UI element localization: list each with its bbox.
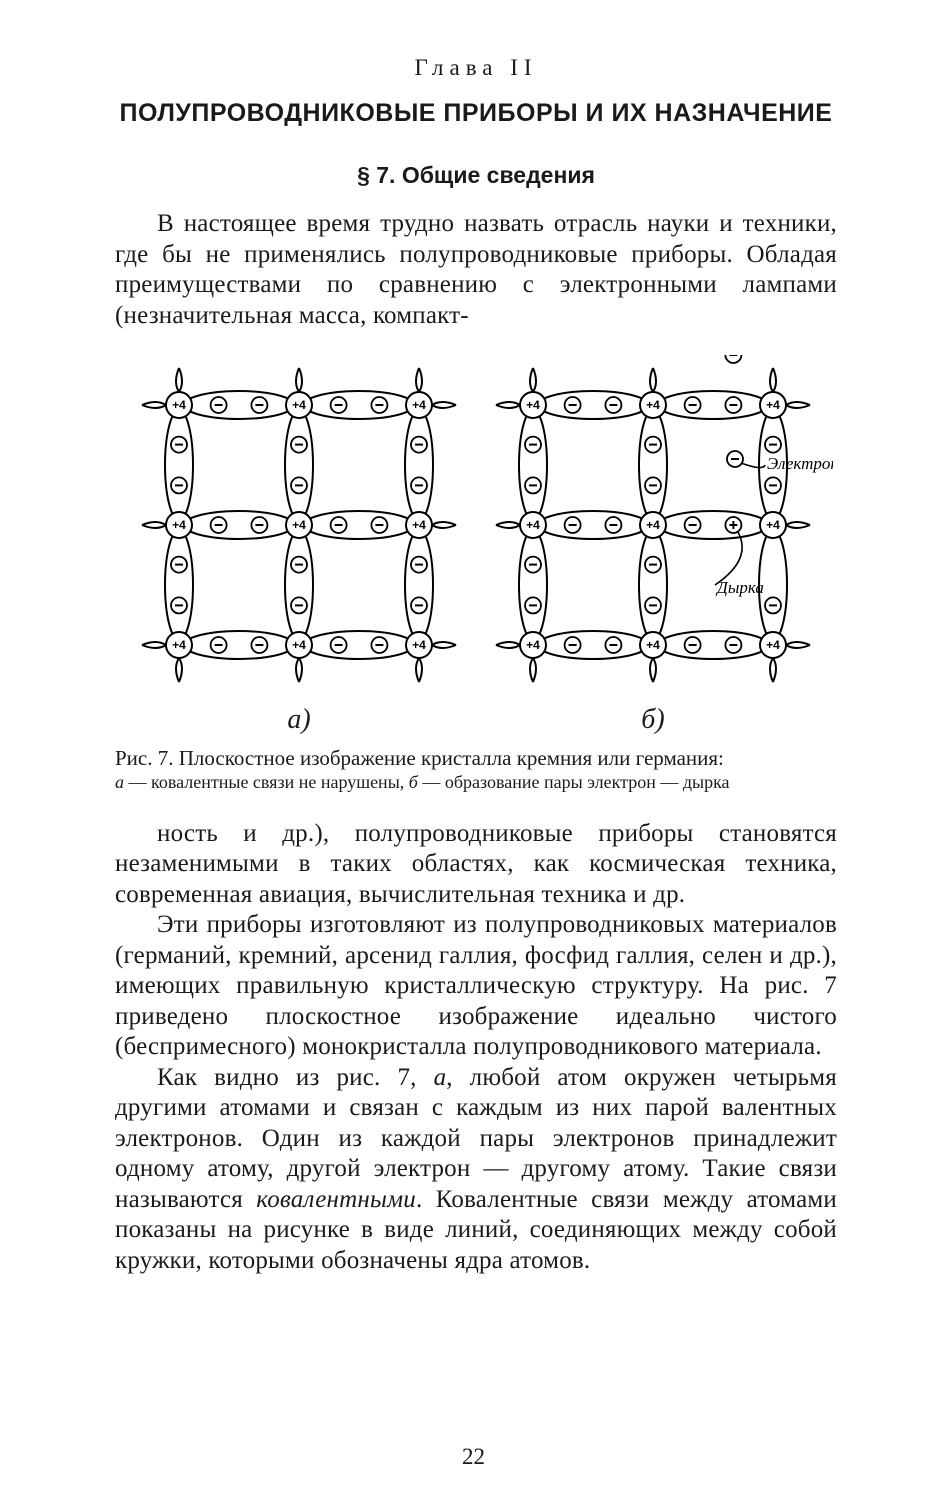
paragraph-4: Как видно из рис. 7, а, любой атом окруж… bbox=[115, 1063, 837, 1277]
svg-text:Дырка: Дырка bbox=[715, 578, 764, 597]
chapter-label: Глава II bbox=[115, 55, 837, 81]
paragraph-1: В настоящее время трудно назвать отрасль… bbox=[115, 209, 837, 331]
svg-text:+4: +4 bbox=[766, 638, 780, 652]
svg-text:+4: +4 bbox=[412, 638, 426, 652]
svg-text:+4: +4 bbox=[646, 398, 660, 412]
svg-text:+4: +4 bbox=[172, 518, 186, 532]
svg-text:+4: +4 bbox=[526, 398, 540, 412]
page-number: 22 bbox=[0, 1444, 947, 1470]
svg-text:+4: +4 bbox=[292, 398, 306, 412]
figure-label-b: б) bbox=[478, 704, 828, 736]
svg-text:+4: +4 bbox=[646, 638, 660, 652]
svg-text:+4: +4 bbox=[646, 518, 660, 532]
figure-7: +4 +4 +4 +4 +4 +4 +4 +4 +4 +4 +4 +4 +4 +4 +4 +4 +4 +4 Эле… bbox=[115, 355, 837, 736]
svg-text:+4: +4 bbox=[526, 638, 540, 652]
figure-caption: Рис. 7. Плоскостное изображение кристалл… bbox=[115, 746, 837, 793]
svg-text:+4: +4 bbox=[292, 638, 306, 652]
svg-text:+4: +4 bbox=[526, 518, 540, 532]
svg-text:+4: +4 bbox=[766, 518, 780, 532]
paragraph-2: ность и др.), полупроводниковые приборы … bbox=[115, 819, 837, 911]
svg-text:+4: +4 bbox=[412, 398, 426, 412]
svg-text:+4: +4 bbox=[412, 518, 426, 532]
paragraph-3: Эти приборы изготовляют из полупроводник… bbox=[115, 910, 837, 1063]
svg-text:+4: +4 bbox=[172, 638, 186, 652]
svg-text:+4: +4 bbox=[292, 518, 306, 532]
chapter-title: ПОЛУПРОВОДНИКОВЫЕ ПРИБОРЫ И ИХ НАЗНАЧЕНИ… bbox=[115, 99, 837, 128]
svg-text:+4: +4 bbox=[766, 398, 780, 412]
lattice-diagram-a: +4 +4 +4 +4 +4 +4 +4 +4 +4 bbox=[119, 355, 469, 705]
svg-text:Электрон: Электрон bbox=[767, 454, 833, 473]
section-heading: § 7. Общие сведения bbox=[115, 162, 837, 189]
svg-text:+4: +4 bbox=[172, 398, 186, 412]
lattice-diagram-b: +4 +4 +4 +4 +4 +4 +4 +4 +4 Электрон Дырка bbox=[473, 355, 833, 705]
figure-label-a: а) bbox=[124, 704, 474, 736]
